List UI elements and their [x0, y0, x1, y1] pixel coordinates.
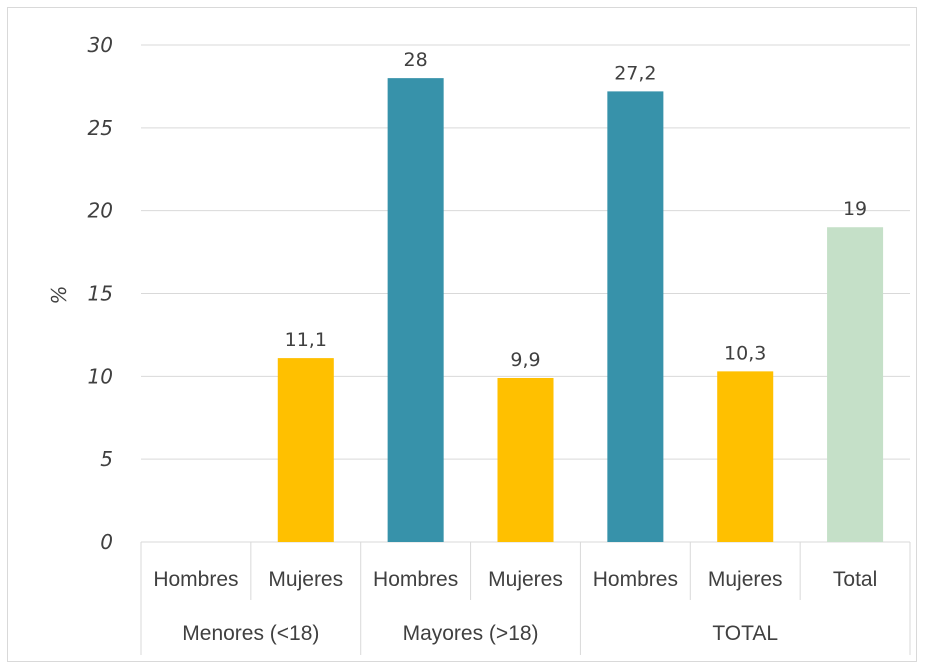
group-label: Mayores (>18) — [403, 622, 539, 645]
y-tick-label: 30 — [88, 33, 113, 57]
bars — [277, 78, 884, 543]
category-label: Hombres — [593, 568, 678, 591]
bar-mujeres — [497, 377, 554, 542]
data-label: 10,3 — [724, 342, 766, 364]
y-tick-label: 5 — [100, 447, 113, 471]
category-label: Mujeres — [708, 568, 783, 591]
category-label: Mujeres — [268, 568, 343, 591]
category-label: Hombres — [153, 568, 238, 591]
bar-total — [827, 227, 884, 542]
y-tick-label: 20 — [88, 199, 113, 223]
category-label: Total — [833, 568, 877, 591]
bar-hombres — [387, 78, 444, 542]
group-label: Menores (<18) — [182, 622, 319, 645]
category-label: Hombres — [373, 568, 458, 591]
data-label: 11,1 — [285, 329, 327, 351]
data-label: 27,2 — [614, 62, 656, 84]
y-tick-label: 15 — [88, 282, 113, 306]
y-tick-label: 25 — [88, 116, 113, 140]
category-label: Mujeres — [488, 568, 563, 591]
y-tick-label: 10 — [88, 364, 113, 388]
data-label: 9,9 — [510, 349, 540, 371]
bar-mujeres — [717, 371, 774, 542]
x-axis-categories: Menores (<18) Mayores (>18) TOTAL Hombres Mu… — [153, 568, 877, 645]
bar-mujeres — [277, 358, 334, 542]
gridlines — [140, 44, 911, 655]
data-labels: 11,1 28 9,9 27,2 10,3 19 — [285, 49, 868, 371]
group-label: TOTAL — [712, 622, 778, 645]
y-axis-ticks: 0 5 10 15 20 25 30 — [88, 33, 113, 554]
bar-hombres — [607, 91, 664, 543]
data-label: 28 — [404, 49, 428, 71]
y-tick-label: 0 — [100, 530, 113, 554]
y-axis-label: % — [47, 285, 71, 304]
data-label: 19 — [843, 198, 867, 220]
